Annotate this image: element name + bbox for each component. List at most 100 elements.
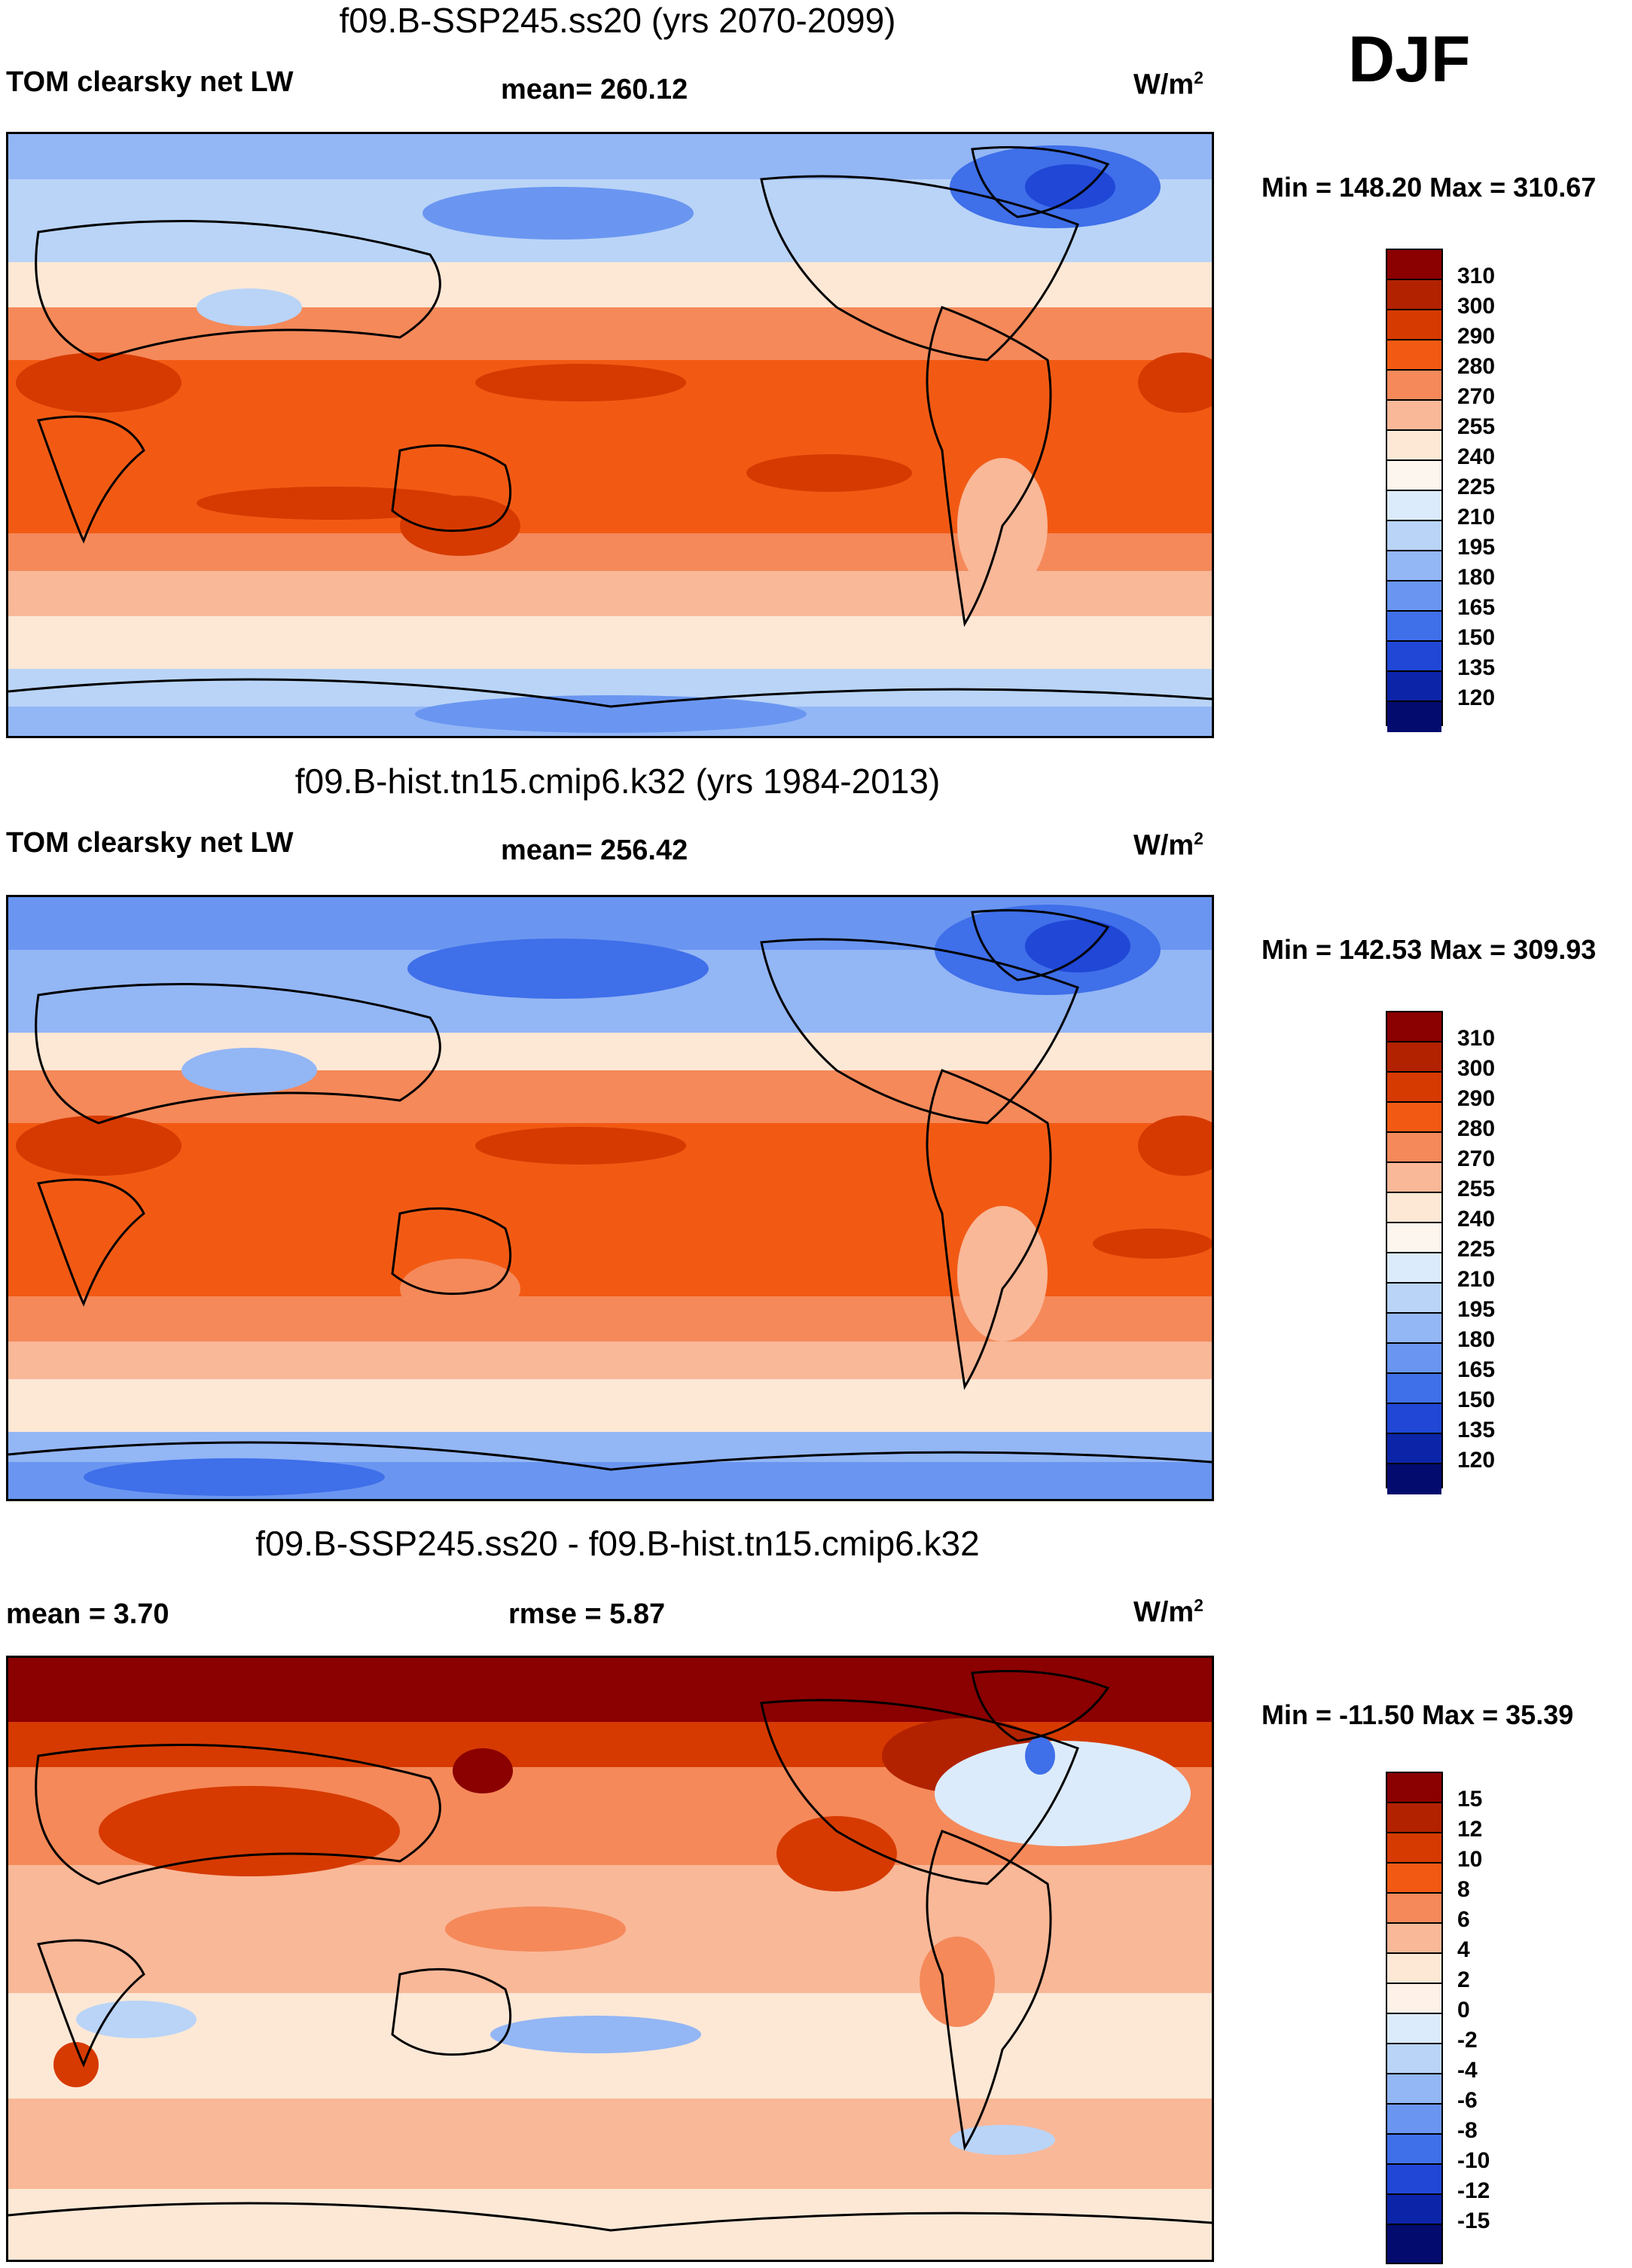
panel1-colorbar-swatch xyxy=(1387,340,1441,371)
panel1-minmax: Min = 148.20 Max = 310.67 xyxy=(1261,172,1597,203)
panel2-minmax: Min = 142.53 Max = 309.93 xyxy=(1261,934,1597,965)
colorbar-tick-label: 150 xyxy=(1457,625,1496,650)
panel3-colorbar-swatch xyxy=(1387,1773,1441,1803)
colorbar-tick-label: 210 xyxy=(1457,1267,1496,1292)
panel1-colorbar-swatch xyxy=(1387,612,1441,642)
panel3-title: f09.B-SSP245.ss20 - f09.B-hist.tn15.cmip… xyxy=(255,1524,980,1563)
panel2-colorbar-swatch xyxy=(1387,1223,1441,1253)
panel1-colorbar-swatch xyxy=(1387,371,1441,401)
panel1-map xyxy=(6,132,1214,738)
colorbar-tick-label: 120 xyxy=(1457,685,1496,710)
panel1-colorbar-swatch xyxy=(1387,310,1441,340)
panel1-mean-label: mean= 260.12 xyxy=(501,74,688,105)
panel1-colorbar-swatch xyxy=(1387,280,1441,310)
colorbar-tick-label: -2 xyxy=(1457,2028,1478,2053)
panel3-colorbar-swatch xyxy=(1387,1803,1441,1833)
colorbar-tick-label: 270 xyxy=(1457,1146,1496,1171)
colorbar-tick-label: 300 xyxy=(1457,1056,1496,1081)
colorbar-tick-label: 120 xyxy=(1457,1448,1496,1473)
colorbar-tick-label: 255 xyxy=(1457,1177,1496,1201)
panel2-colorbar-swatch xyxy=(1387,1042,1441,1073)
panel1-colorbar xyxy=(1386,249,1443,732)
colorbar-tick-label: 12 xyxy=(1457,1817,1483,1842)
colorbar-tick-label: 210 xyxy=(1457,505,1496,530)
panel2-colorbar-swatch xyxy=(1387,1464,1441,1494)
panel2-units: W/m2 xyxy=(1133,829,1203,862)
colorbar-tick-label: 240 xyxy=(1457,444,1496,469)
panel2-colorbar-swatch xyxy=(1387,1404,1441,1434)
panel3-colorbar xyxy=(1386,1772,1443,2264)
panel3-mean-label: mean = 3.70 xyxy=(6,1598,169,1630)
panel3-units: W/m2 xyxy=(1133,1595,1203,1629)
panel2-colorbar xyxy=(1386,1011,1443,1494)
colorbar-tick-label: 4 xyxy=(1457,1937,1470,1962)
panel1-colorbar-swatch xyxy=(1387,702,1441,732)
panel1-colorbar-swatch xyxy=(1387,551,1441,581)
colorbar-tick-label: -6 xyxy=(1457,2088,1478,2113)
colorbar-tick-label: 225 xyxy=(1457,475,1496,499)
panel3-colorbar-swatch xyxy=(1387,2074,1441,2105)
colorbar-tick-label: 290 xyxy=(1457,324,1496,349)
colorbar-tick-label: 150 xyxy=(1457,1387,1496,1412)
panel3-colorbar-swatch xyxy=(1387,1924,1441,1954)
panel3-colorbar-swatch xyxy=(1387,2105,1441,2135)
panel3-map xyxy=(6,1656,1214,2262)
season-label: DJF xyxy=(1348,23,1471,96)
colorbar-tick-label: 310 xyxy=(1457,1026,1496,1051)
panel3-colorbar-swatch xyxy=(1387,1954,1441,1984)
panel1-colorbar-swatch xyxy=(1387,672,1441,702)
panel1-units: W/m2 xyxy=(1133,68,1203,101)
panel1-colorbar-swatch xyxy=(1387,581,1441,612)
panel2-colorbar-swatch xyxy=(1387,1314,1441,1344)
panel1-title: f09.B-SSP245.ss20 (yrs 2070-2099) xyxy=(339,1,896,40)
panel2-colorbar-swatch xyxy=(1387,1193,1441,1223)
panel3-colorbar-swatch xyxy=(1387,1864,1441,1894)
panel2-variable-label: TOM clearsky net LW xyxy=(6,827,294,859)
panel1-colorbar-swatch xyxy=(1387,461,1441,491)
panel2-colorbar-swatch xyxy=(1387,1163,1441,1193)
colorbar-tick-label: 2 xyxy=(1457,1967,1470,1992)
panel2-colorbar-swatch xyxy=(1387,1253,1441,1284)
colorbar-tick-label: 280 xyxy=(1457,354,1496,379)
panel3-colorbar-swatch xyxy=(1387,1833,1441,1864)
panel1-map-field xyxy=(8,134,1212,736)
panel3-colorbar-swatch xyxy=(1387,2165,1441,2195)
colorbar-tick-label: 8 xyxy=(1457,1877,1470,1902)
panel3-colorbar-swatch xyxy=(1387,1984,1441,2014)
panel2-colorbar-swatch xyxy=(1387,1073,1441,1103)
panel2-map xyxy=(6,895,1214,1501)
panel2-colorbar-swatch xyxy=(1387,1284,1441,1314)
colorbar-tick-label: 290 xyxy=(1457,1086,1496,1111)
colorbar-tick-label: -10 xyxy=(1457,2148,1490,2173)
colorbar-tick-label: 15 xyxy=(1457,1787,1483,1812)
colorbar-tick-label: 6 xyxy=(1457,1907,1470,1932)
colorbar-tick-label: -15 xyxy=(1457,2208,1490,2233)
colorbar-tick-label: 180 xyxy=(1457,565,1496,590)
panel2-colorbar-swatch xyxy=(1387,1012,1441,1042)
colorbar-tick-label: 0 xyxy=(1457,1998,1470,2022)
panel1-colorbar-swatch xyxy=(1387,521,1441,551)
panel1-colorbar-swatch xyxy=(1387,642,1441,672)
panel2-mean-label: mean= 256.42 xyxy=(501,835,688,866)
panel2-colorbar-swatch xyxy=(1387,1374,1441,1404)
colorbar-tick-label: 270 xyxy=(1457,384,1496,409)
panel2-colorbar-swatch xyxy=(1387,1344,1441,1374)
panel3-map-field xyxy=(8,1658,1212,2260)
panel1-colorbar-swatch xyxy=(1387,491,1441,521)
colorbar-tick-label: -12 xyxy=(1457,2178,1490,2203)
panel2-title: f09.B-hist.tn15.cmip6.k32 (yrs 1984-2013… xyxy=(294,762,941,801)
colorbar-tick-label: -8 xyxy=(1457,2118,1478,2143)
colorbar-tick-label: 240 xyxy=(1457,1207,1496,1232)
colorbar-tick-label: 310 xyxy=(1457,264,1496,288)
panel3-rmse-label: rmse = 5.87 xyxy=(508,1598,666,1630)
colorbar-tick-label: 300 xyxy=(1457,294,1496,319)
panel1-variable-label: TOM clearsky net LW xyxy=(6,66,294,98)
colorbar-tick-label: 10 xyxy=(1457,1847,1483,1872)
panel3-colorbar-swatch xyxy=(1387,2195,1441,2225)
colorbar-tick-label: 280 xyxy=(1457,1116,1496,1141)
panel1-colorbar-swatch xyxy=(1387,431,1441,461)
panel3-colorbar-swatch xyxy=(1387,2225,1441,2263)
colorbar-tick-label: -4 xyxy=(1457,2058,1478,2083)
panel3-colorbar-swatch xyxy=(1387,1894,1441,1924)
colorbar-tick-label: 135 xyxy=(1457,655,1496,680)
